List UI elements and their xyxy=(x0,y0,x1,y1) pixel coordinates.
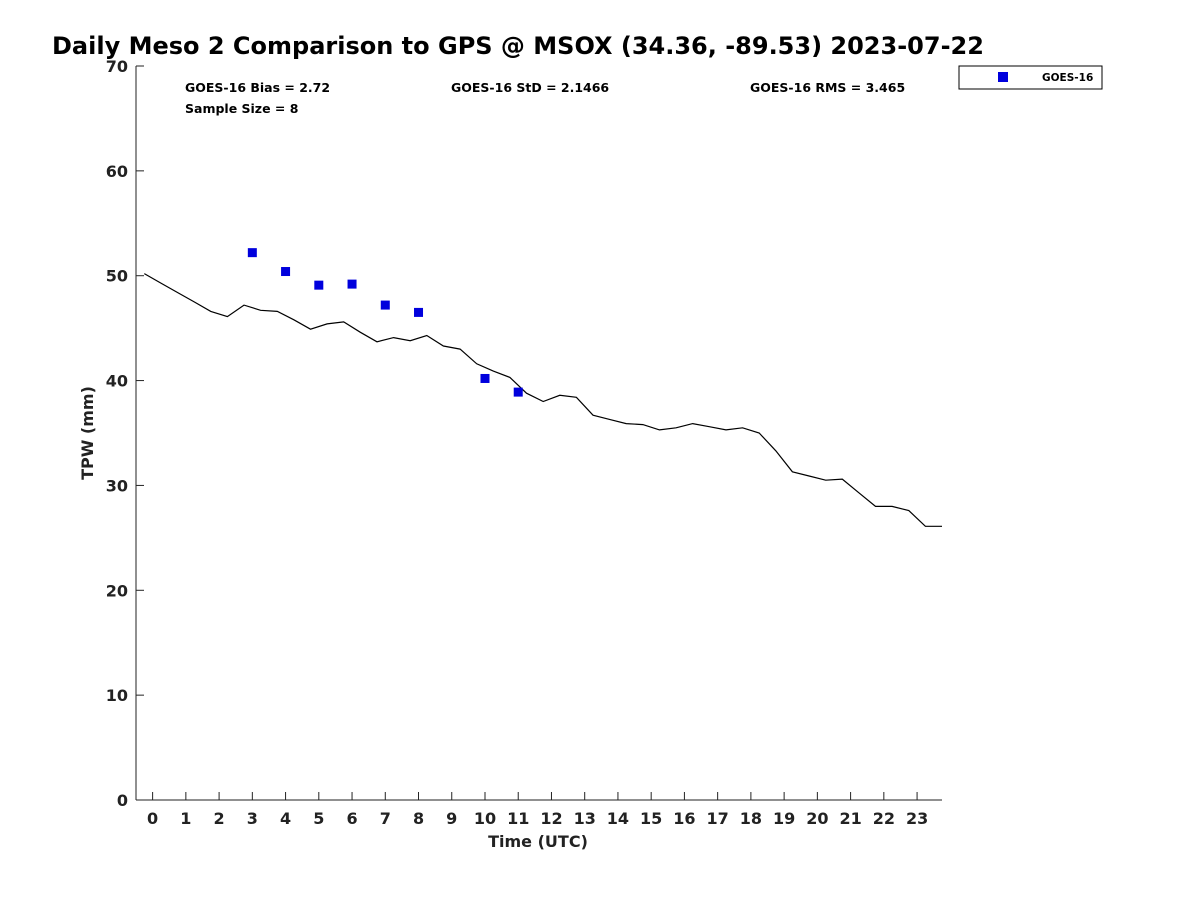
goes16-point xyxy=(347,279,357,289)
x-tick-label: 11 xyxy=(507,809,529,828)
x-tick-label: 22 xyxy=(873,809,895,828)
goes16-points xyxy=(247,248,523,397)
x-tick-label: 7 xyxy=(380,809,391,828)
x-tick-label: 12 xyxy=(540,809,562,828)
y-tick-label: 0 xyxy=(117,791,128,810)
x-tick-label: 0 xyxy=(147,809,158,828)
y-tick-label: 10 xyxy=(106,686,128,705)
gps-line-group xyxy=(144,273,942,527)
x-tick-label: 1 xyxy=(180,809,191,828)
goes16-point xyxy=(380,300,390,310)
axes xyxy=(135,65,942,801)
x-tick-label: 3 xyxy=(247,809,258,828)
goes16-point xyxy=(513,387,523,397)
x-tick-label: 4 xyxy=(280,809,291,828)
y-tick-label: 70 xyxy=(106,57,128,76)
sample-size-stat: Sample Size = 8 xyxy=(185,101,298,116)
goes16-point xyxy=(247,248,257,258)
x-tick-label: 16 xyxy=(673,809,695,828)
y-tick-label: 60 xyxy=(106,162,128,181)
x-tick-label: 15 xyxy=(640,809,662,828)
rms-stat: GOES-16 RMS = 3.465 xyxy=(750,80,905,95)
legend-box xyxy=(958,65,1103,90)
x-tick-label: 2 xyxy=(214,809,225,828)
y-tick-label: 30 xyxy=(106,476,128,495)
legend-marker xyxy=(998,72,1008,82)
y-tick-label: 40 xyxy=(106,372,128,391)
y-tick-label: 20 xyxy=(106,581,128,600)
goes16-point xyxy=(414,307,424,317)
goes16-point xyxy=(480,373,490,383)
y-axis-label: TPW (mm) xyxy=(78,386,97,480)
legend: GOES-16 xyxy=(958,65,1103,90)
x-tick-label: 19 xyxy=(773,809,795,828)
x-tick-label: 13 xyxy=(574,809,596,828)
x-tick-label: 21 xyxy=(839,809,861,828)
std-stat: GOES-16 StD = 2.1466 xyxy=(451,80,609,95)
x-tick-label: 9 xyxy=(446,809,457,828)
y-tick-label: 50 xyxy=(106,267,128,286)
chart-title: Daily Meso 2 Comparison to GPS @ MSOX (3… xyxy=(52,32,984,60)
goes16-point xyxy=(314,280,324,290)
x-tick-label: 20 xyxy=(806,809,828,828)
gps-line xyxy=(144,273,942,527)
x-tick-label: 18 xyxy=(740,809,762,828)
x-tick-label: 17 xyxy=(707,809,729,828)
x-tick-label: 23 xyxy=(906,809,928,828)
x-tick-label: 8 xyxy=(413,809,424,828)
x-tick-label: 6 xyxy=(346,809,357,828)
x-tick-label: 5 xyxy=(313,809,324,828)
goes16-point xyxy=(281,267,291,277)
bias-stat: GOES-16 Bias = 2.72 xyxy=(185,80,330,95)
x-tick-label: 14 xyxy=(607,809,629,828)
x-tick-label: 10 xyxy=(474,809,496,828)
x-axis-label: Time (UTC) xyxy=(488,832,588,851)
legend-label: GOES-16 xyxy=(1042,72,1093,84)
